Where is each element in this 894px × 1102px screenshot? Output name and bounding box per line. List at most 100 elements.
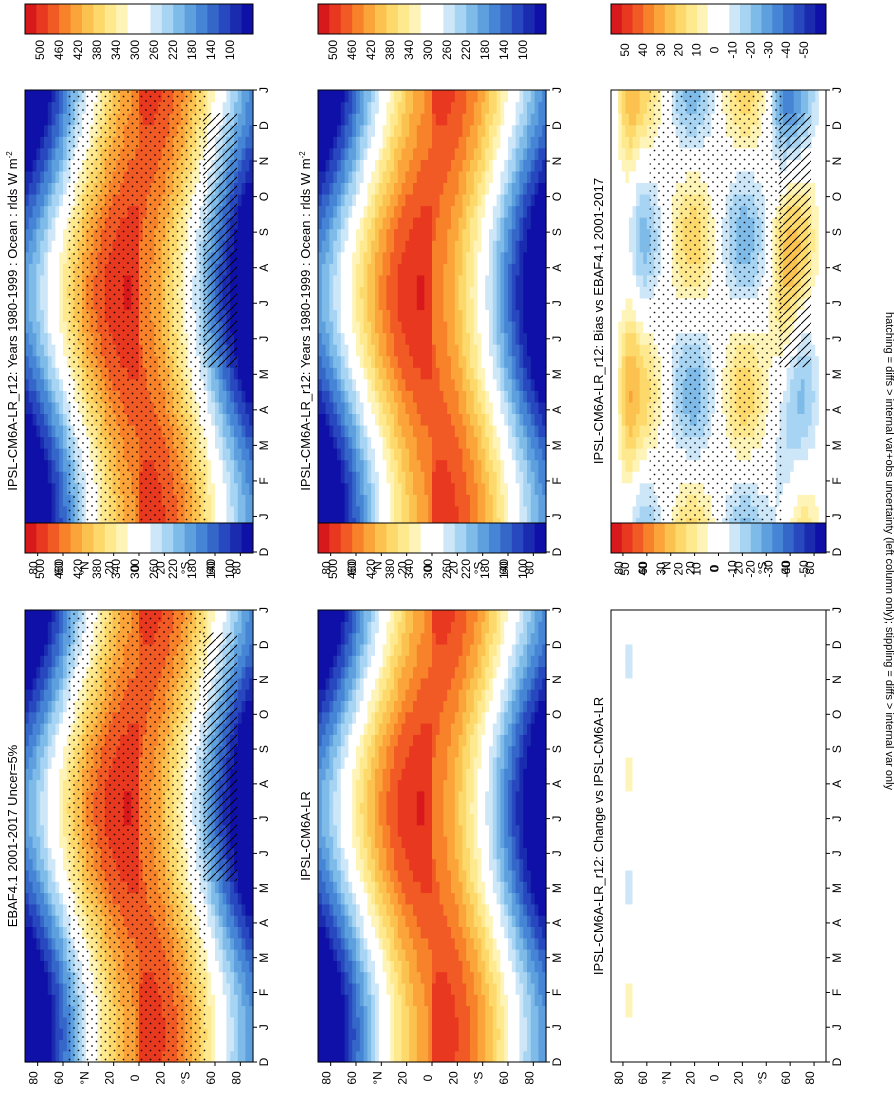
field-cell: [443, 136, 448, 149]
field-cell: [359, 124, 365, 137]
field-cell: [371, 309, 376, 322]
x-tick-label: F: [550, 477, 564, 484]
field-cell: [413, 355, 418, 368]
field-cell: [454, 401, 460, 414]
field-cell: [329, 159, 334, 172]
field-cell: [352, 355, 357, 368]
x-tick-label: D: [550, 121, 564, 130]
field-cell: [443, 459, 448, 472]
field-cell: [477, 228, 482, 241]
field-cell: [226, 448, 231, 461]
field-cell: [481, 286, 486, 299]
field-cell: [424, 90, 429, 103]
field-cell: [401, 505, 406, 518]
field-cell: [356, 263, 361, 276]
field-cell: [318, 505, 323, 518]
field-cell: [530, 378, 536, 391]
field-cell: [485, 309, 490, 322]
field-cell: [424, 147, 429, 160]
field-cell: [237, 297, 243, 311]
field-cell: [321, 505, 327, 518]
field-cell: [477, 170, 482, 183]
field-cell: [28, 228, 34, 241]
field-cell: [352, 136, 357, 149]
field-cell: [230, 390, 235, 403]
field-cell: [504, 182, 509, 195]
field-cell: [59, 193, 64, 207]
field-cell: [542, 240, 547, 253]
field-cell: [333, 332, 338, 345]
field-cell: [40, 90, 45, 103]
colorbar: 500 460 420 380 340 300 260 220 180 140 100: [24, 3, 254, 60]
field-cell: [382, 136, 387, 149]
field-cell: [237, 136, 243, 149]
field-cell: [477, 113, 482, 126]
field-cell: [234, 459, 239, 472]
field-cell: [337, 505, 342, 518]
field-cell: [356, 147, 361, 160]
field-cell: [333, 321, 338, 334]
field-cell: [363, 170, 368, 183]
field-cell: [432, 482, 437, 495]
field-cell: [241, 471, 246, 484]
field-cell: [382, 113, 387, 126]
field-cell: [492, 136, 498, 149]
field-cell: [405, 459, 410, 472]
field-cell: [458, 424, 463, 438]
field-cell: [382, 332, 387, 345]
field-cell: [538, 471, 543, 484]
field-cell: [511, 321, 517, 334]
field-cell: [394, 494, 399, 507]
field-cell: [44, 482, 49, 495]
field-cell: [325, 494, 330, 507]
field-cell: [508, 205, 513, 218]
field-cell: [481, 217, 486, 230]
field-cell: [47, 170, 53, 183]
field-cell: [325, 297, 330, 311]
field-cell: [504, 494, 509, 507]
field-cell: [375, 263, 380, 276]
field-cell: [405, 286, 410, 299]
field-cell: [321, 286, 327, 299]
field-cell: [363, 401, 368, 414]
field-cell: [211, 505, 216, 518]
field-cell: [451, 90, 456, 103]
field-cell: [413, 193, 418, 207]
field-cell: [241, 390, 246, 403]
field-cell: [318, 482, 323, 495]
field-cell: [443, 321, 448, 334]
field-cell: [432, 170, 437, 183]
field-cell: [367, 136, 372, 149]
field-cell: [508, 436, 513, 449]
field-cell: [325, 459, 330, 472]
field-cell: [413, 344, 418, 357]
field-cell: [63, 309, 68, 322]
field-cell: [40, 136, 45, 149]
field-cell: [416, 147, 422, 160]
field-cell: [443, 147, 448, 160]
field-cell: [511, 240, 517, 253]
field-cell: [473, 251, 479, 264]
field-cell: [59, 459, 64, 472]
field-cell: [504, 217, 509, 230]
field-cell: [352, 390, 357, 403]
field-cell: [63, 297, 68, 311]
field-cell: [25, 309, 30, 322]
field-cell: [420, 413, 425, 426]
field-cell: [477, 217, 482, 230]
field-cell: [527, 413, 532, 426]
field-cell: [405, 182, 410, 195]
field-cell: [386, 494, 391, 507]
field-cell: [356, 136, 361, 149]
field-cell: [432, 159, 437, 172]
field-cell: [32, 170, 37, 183]
field-cell: [481, 274, 486, 287]
y-tick-label: °N: [370, 561, 384, 574]
field-cell: [397, 205, 403, 218]
field-cell: [473, 471, 479, 484]
field-cell: [245, 401, 250, 414]
field-cell: [523, 494, 528, 507]
field-cell: [237, 263, 243, 276]
field-cell: [207, 90, 212, 103]
field-cell: [378, 101, 384, 114]
